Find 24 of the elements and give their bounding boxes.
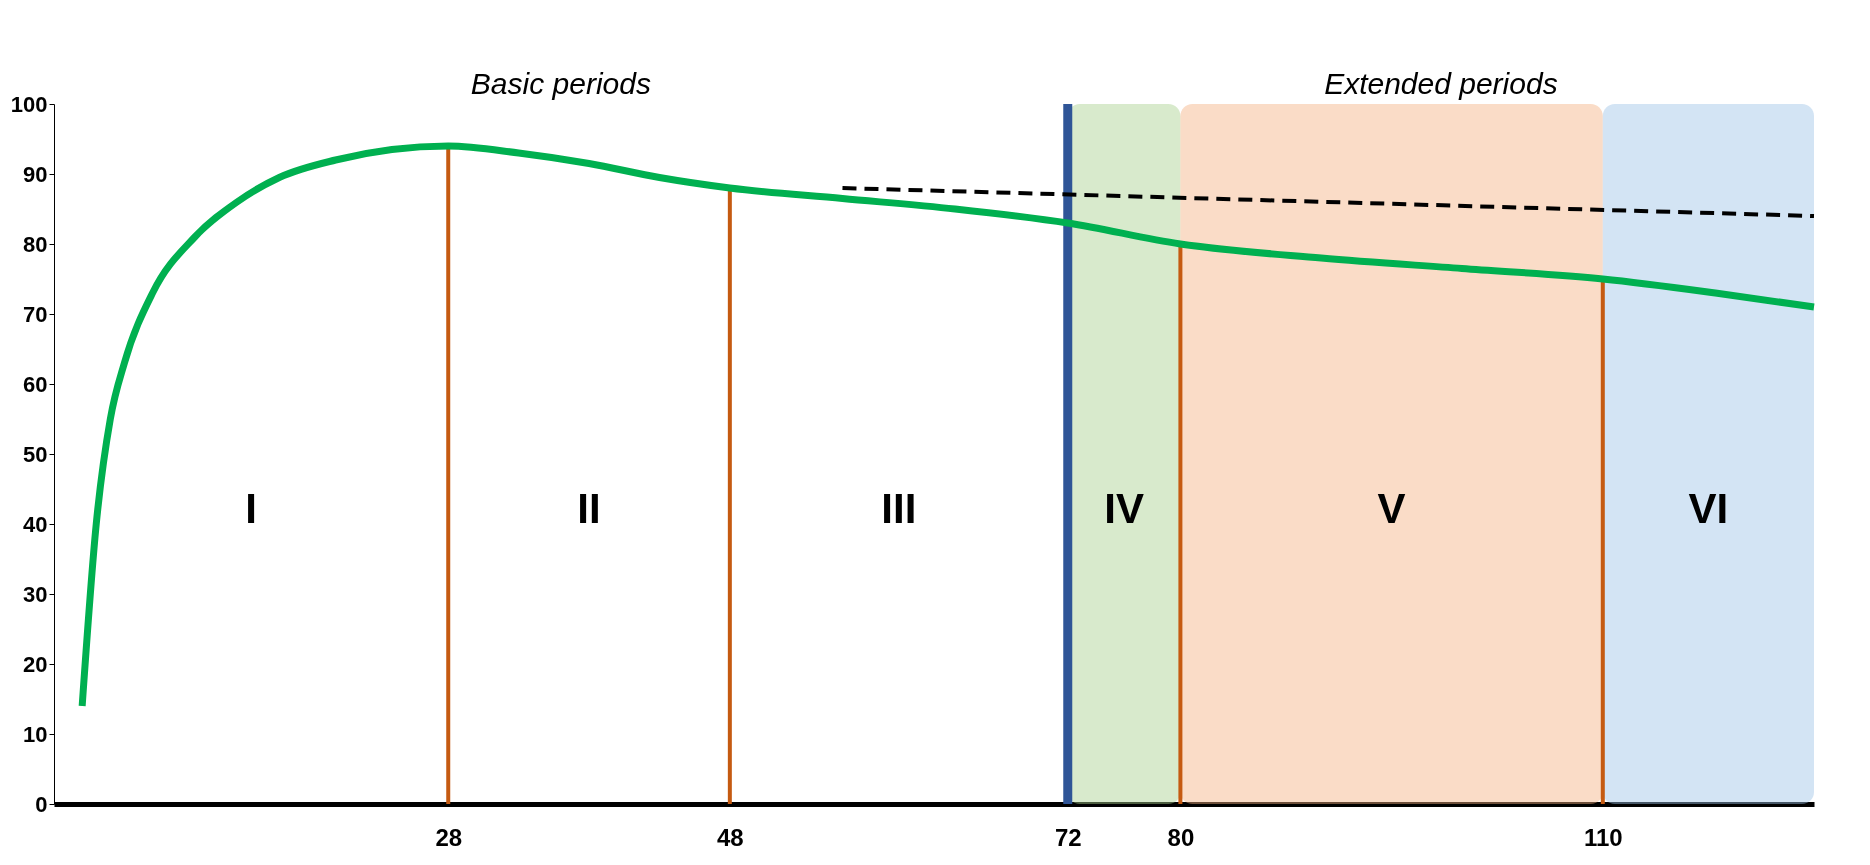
y-tick-label: 50 bbox=[23, 441, 48, 467]
y-tick-label: 80 bbox=[23, 231, 48, 257]
annotation: IV bbox=[1104, 485, 1144, 532]
annotation: V bbox=[1377, 485, 1406, 532]
annotation: VI bbox=[1688, 485, 1729, 532]
y-tick-label: 60 bbox=[23, 371, 48, 397]
y-tick-label: 0 bbox=[35, 791, 48, 817]
y-tick-label: 70 bbox=[23, 301, 48, 327]
x-tick-label: 48 bbox=[716, 823, 744, 851]
annotation: I bbox=[245, 485, 257, 532]
y-tick-label: 100 bbox=[10, 91, 48, 117]
x-tick-label: 110 bbox=[1583, 823, 1623, 851]
y-tick-label: 10 bbox=[23, 721, 48, 747]
annotation: III bbox=[881, 485, 917, 532]
x-tick-label: 80 bbox=[1167, 823, 1195, 851]
x-tick-label: 72 bbox=[1054, 823, 1082, 851]
x-tick-label: 28 bbox=[435, 823, 463, 851]
y-tick-label: 30 bbox=[23, 581, 48, 607]
y-tick-label: 20 bbox=[23, 651, 48, 677]
text: Basic periods bbox=[470, 67, 651, 100]
y-tick-label: 40 bbox=[23, 511, 48, 537]
text: Extended periods bbox=[1324, 67, 1558, 100]
annotation: II bbox=[577, 485, 601, 532]
y-tick-label: 90 bbox=[23, 161, 48, 187]
